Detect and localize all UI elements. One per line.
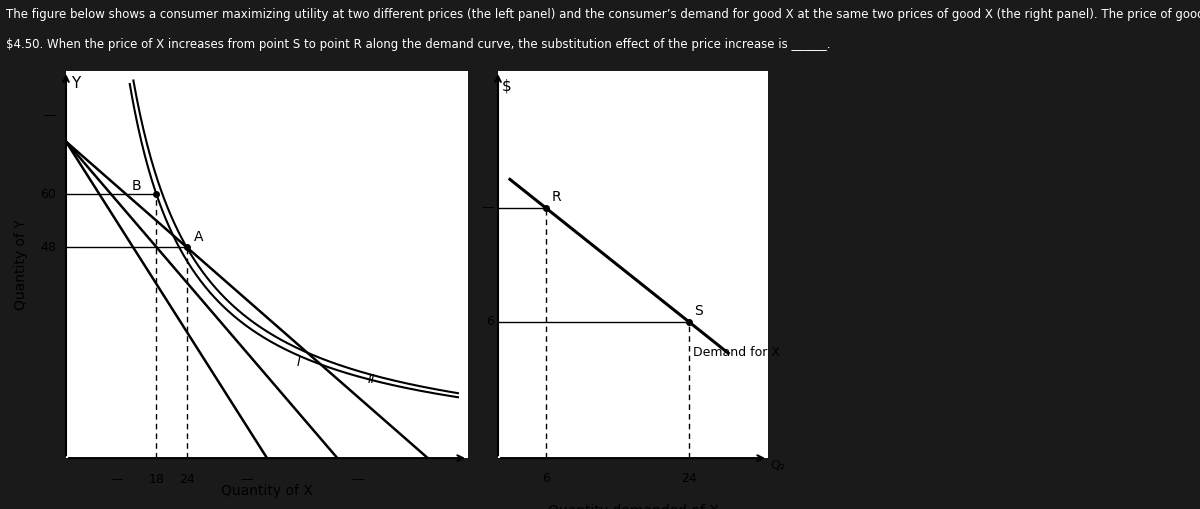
Text: $4.50. When the price of X increases from point S to point R along the demand cu: $4.50. When the price of X increases fro… xyxy=(6,38,830,51)
Text: —: — xyxy=(352,473,364,487)
Text: I: I xyxy=(298,356,301,369)
Text: A: A xyxy=(194,230,204,243)
Text: 6: 6 xyxy=(486,315,494,328)
Text: Quantity of X: Quantity of X xyxy=(221,485,313,498)
Text: II: II xyxy=(367,374,374,386)
Text: $: $ xyxy=(502,78,511,93)
Text: 6: 6 xyxy=(541,472,550,485)
Text: Q₂: Q₂ xyxy=(770,459,785,471)
Text: —: — xyxy=(241,473,253,487)
Text: Quantity of Y: Quantity of Y xyxy=(13,219,28,310)
Text: 60: 60 xyxy=(40,188,56,201)
Text: —: — xyxy=(43,109,56,122)
Text: S: S xyxy=(694,304,703,318)
Text: Quantity demanded of X: Quantity demanded of X xyxy=(547,503,719,509)
Text: B: B xyxy=(131,179,140,193)
Text: 48: 48 xyxy=(40,241,56,253)
Text: 24: 24 xyxy=(179,473,194,487)
Text: 18: 18 xyxy=(149,473,164,487)
Text: Price of X: Price of X xyxy=(455,232,469,297)
Text: R: R xyxy=(552,190,562,204)
Text: —: — xyxy=(481,201,494,214)
Text: The figure below shows a consumer maximizing utility at two different prices (th: The figure below shows a consumer maximi… xyxy=(6,8,1200,21)
Text: Y: Y xyxy=(71,76,80,91)
Text: Demand for X: Demand for X xyxy=(692,346,780,359)
Text: —: — xyxy=(110,473,122,487)
Text: 24: 24 xyxy=(680,472,696,485)
